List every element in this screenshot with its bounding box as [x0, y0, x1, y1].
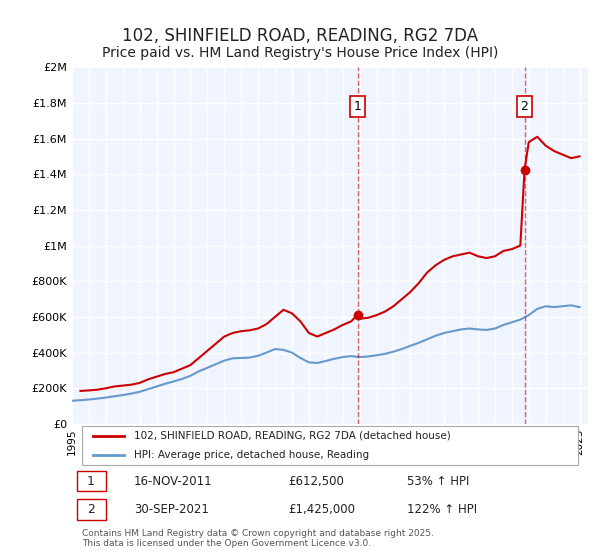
- FancyBboxPatch shape: [82, 426, 578, 465]
- FancyBboxPatch shape: [77, 500, 106, 520]
- Text: Contains HM Land Registry data © Crown copyright and database right 2025.
This d: Contains HM Land Registry data © Crown c…: [82, 529, 434, 548]
- Text: HPI: Average price, detached house, Reading: HPI: Average price, detached house, Read…: [134, 450, 369, 460]
- Text: 1: 1: [353, 100, 362, 113]
- Text: £1,425,000: £1,425,000: [289, 503, 356, 516]
- FancyBboxPatch shape: [77, 471, 106, 491]
- Text: 122% ↑ HPI: 122% ↑ HPI: [407, 503, 478, 516]
- Text: £612,500: £612,500: [289, 474, 344, 488]
- Text: 16-NOV-2011: 16-NOV-2011: [134, 474, 212, 488]
- Text: 1: 1: [87, 474, 95, 488]
- Text: 30-SEP-2021: 30-SEP-2021: [134, 503, 209, 516]
- Text: 53% ↑ HPI: 53% ↑ HPI: [407, 474, 470, 488]
- Text: Price paid vs. HM Land Registry's House Price Index (HPI): Price paid vs. HM Land Registry's House …: [102, 46, 498, 60]
- Text: 102, SHINFIELD ROAD, READING, RG2 7DA (detached house): 102, SHINFIELD ROAD, READING, RG2 7DA (d…: [134, 431, 451, 441]
- Text: 2: 2: [87, 503, 95, 516]
- Text: 102, SHINFIELD ROAD, READING, RG2 7DA: 102, SHINFIELD ROAD, READING, RG2 7DA: [122, 27, 478, 45]
- Text: 2: 2: [521, 100, 529, 113]
